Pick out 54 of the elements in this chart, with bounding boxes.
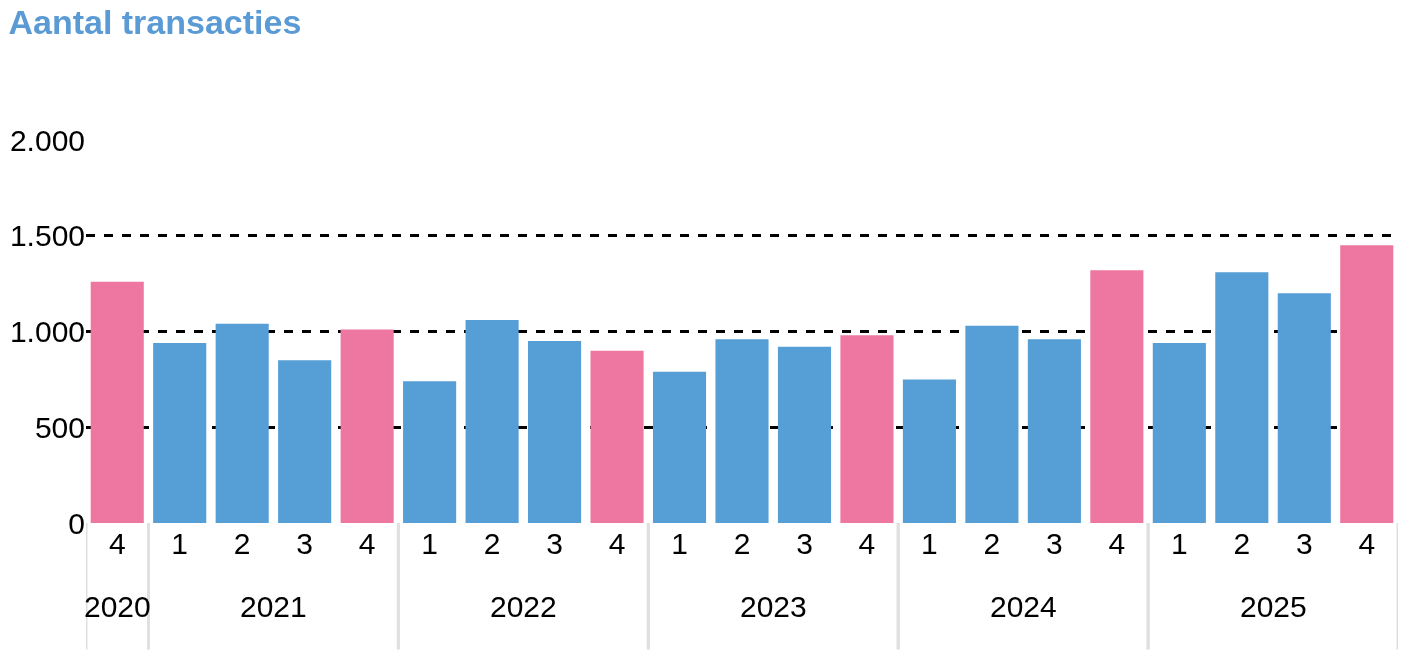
bar: [528, 341, 582, 523]
bar: [652, 371, 707, 523]
category-label: 2: [983, 527, 1001, 560]
bar: [902, 379, 956, 523]
category-label: 3: [546, 527, 563, 560]
bar: [278, 360, 332, 523]
y-tick-label: 2.000: [9, 123, 85, 157]
category-label: 2: [733, 527, 751, 560]
category-label: 2: [483, 527, 501, 560]
bar: [965, 325, 1019, 523]
category-label: 4: [108, 527, 126, 560]
category-label: 2021: [240, 590, 307, 623]
bar: [215, 323, 269, 523]
category-label: 2022: [490, 590, 557, 623]
bar: [1090, 270, 1144, 523]
category-label: 1: [671, 527, 688, 560]
category-label: 1: [171, 527, 189, 560]
category-label: 1: [421, 527, 438, 560]
bar: [340, 329, 394, 523]
category-label: 3: [1046, 527, 1063, 560]
y-tick-label: 500: [34, 410, 85, 444]
bar: [153, 342, 207, 523]
y-tick-label: 1.000: [9, 315, 85, 348]
category-label: 2024: [990, 590, 1057, 623]
bar: [1340, 245, 1394, 523]
category-label: 2: [233, 527, 251, 560]
category-label: 3: [796, 527, 813, 560]
category-label: 4: [358, 527, 376, 560]
bar: [590, 350, 644, 523]
y-tick-label: 0: [68, 506, 85, 540]
category-label: 4: [1358, 527, 1376, 560]
bar: [465, 320, 519, 523]
category-label: 2025: [1240, 590, 1307, 623]
bar: [1152, 342, 1206, 523]
bar: [1215, 272, 1269, 523]
category-label: 1: [921, 527, 938, 560]
category-label: 2: [1233, 527, 1251, 560]
bar: [840, 335, 894, 523]
category-label: 3: [296, 527, 314, 560]
category-label: 3: [1295, 527, 1313, 560]
bar: [777, 346, 832, 523]
bar: [1277, 293, 1331, 523]
bar: [715, 339, 769, 523]
bar: [90, 281, 144, 523]
category-label: 4: [1108, 527, 1126, 560]
bar: [1027, 339, 1081, 523]
category-label: 1: [1170, 527, 1188, 560]
category-label: 2020: [84, 590, 151, 623]
chart-title: Aantal transacties: [8, 2, 302, 41]
bar: [403, 381, 457, 523]
category-label: 2023: [740, 590, 807, 623]
y-tick-label: 1.500: [9, 219, 85, 253]
category-label: 4: [608, 527, 626, 560]
category-label: 4: [858, 527, 876, 560]
